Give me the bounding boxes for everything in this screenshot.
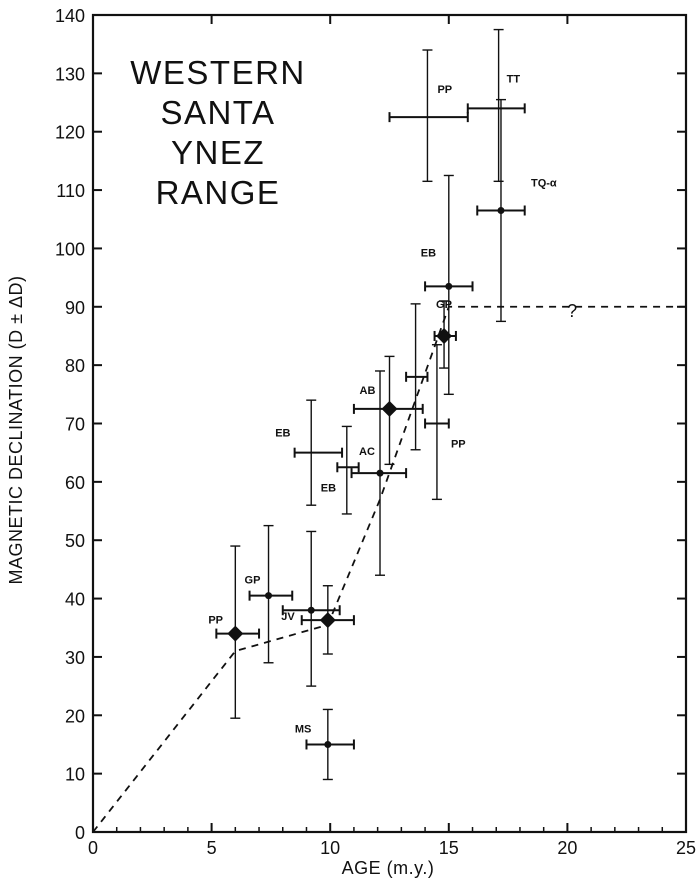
data-point-tt: TT xyxy=(466,28,526,183)
y-tick-label: 20 xyxy=(65,706,85,726)
axes: 0 5 10 15 20 25 0 10 20 30 40 50 60 70 80 90 100 110 120 13… xyxy=(55,6,696,858)
point-marker-large xyxy=(319,612,336,629)
point-marker xyxy=(445,282,453,290)
annotations: ? xyxy=(567,301,577,321)
data-point-gp: GP xyxy=(433,299,457,369)
title-line-2: SANTA xyxy=(160,94,275,131)
trend-line xyxy=(92,305,686,833)
point-label: AB xyxy=(360,385,376,397)
y-tick-label: 50 xyxy=(65,531,85,551)
data-point xyxy=(300,585,355,655)
point-label: TQ-α xyxy=(531,177,557,189)
data-point xyxy=(405,303,429,451)
data-point-gp: GP xyxy=(245,524,294,664)
point-label: EB xyxy=(321,482,336,494)
x-tick-label: 5 xyxy=(207,838,217,858)
y-tick-label: 30 xyxy=(65,648,85,668)
y-tick-label: 0 xyxy=(75,823,85,843)
point-label: GP xyxy=(436,299,452,311)
point-label: PP xyxy=(208,615,223,627)
data-point-ac: AC xyxy=(350,370,408,576)
data-point-tq: TQ-α xyxy=(476,98,557,323)
y-tick-label: 40 xyxy=(65,590,85,610)
x-tick-label: 0 xyxy=(88,838,98,858)
data-point-pp: PP xyxy=(424,344,466,501)
question-mark-annotation: ? xyxy=(567,301,577,321)
y-tick-label: 80 xyxy=(65,356,85,376)
y-tick-label: 110 xyxy=(56,181,85,201)
y-tick-label: 60 xyxy=(65,473,85,493)
point-marker xyxy=(324,740,332,748)
y-tick-label: 10 xyxy=(65,765,85,785)
point-label: EB xyxy=(275,428,290,440)
x-tick-label: 10 xyxy=(320,838,340,858)
data-point-eb: EB xyxy=(321,425,360,515)
x-tick-label: 25 xyxy=(676,838,696,858)
x-tick-label: 15 xyxy=(439,838,459,858)
point-label: JV xyxy=(281,611,295,623)
trend-line-path xyxy=(92,305,686,833)
data-point-eb: EB xyxy=(421,174,474,396)
x-tick-label: 20 xyxy=(557,838,577,858)
point-marker xyxy=(265,592,273,600)
data-point-eb: EB xyxy=(275,399,344,506)
data-point-ms: MS xyxy=(295,708,355,781)
point-label: AC xyxy=(359,446,375,458)
point-label: GP xyxy=(245,575,261,587)
title-line-1: WESTERN xyxy=(130,54,306,91)
title-line-3: YNEZ xyxy=(171,134,265,171)
point-label: PP xyxy=(437,84,452,96)
y-tick-label: 120 xyxy=(55,123,85,143)
title-line-4: RANGE xyxy=(156,174,281,211)
point-label: PP xyxy=(451,439,466,451)
data-points: PP GP JV MS EB EB AC AB PP GP EB PP TT TQ-α xyxy=(208,28,557,781)
y-tick-label: 100 xyxy=(55,239,85,259)
point-marker xyxy=(376,469,384,477)
point-marker-large xyxy=(436,327,453,344)
y-tick-label: 70 xyxy=(65,415,85,435)
chart-title: WESTERN SANTA YNEZ RANGE xyxy=(130,54,306,211)
point-marker xyxy=(307,606,315,614)
point-label: TT xyxy=(507,73,521,85)
data-point-ab: AB xyxy=(352,355,424,466)
point-label: EB xyxy=(421,247,436,259)
data-point-pp: PP xyxy=(208,545,261,719)
point-marker-large xyxy=(227,625,244,642)
y-tick-label: 90 xyxy=(65,298,85,318)
x-axis-title: AGE (m.y.) xyxy=(342,858,435,878)
point-label: MS xyxy=(295,723,312,735)
point-marker xyxy=(497,206,505,214)
point-marker-large xyxy=(381,400,398,417)
data-point-pp: PP xyxy=(388,49,469,183)
y-tick-label: 140 xyxy=(55,6,85,26)
y-tick-label: 130 xyxy=(55,64,85,84)
y-axis-title: MAGNETIC DECLINATION (D ± ΔD) xyxy=(6,275,26,584)
data-point-jv: JV xyxy=(281,530,341,687)
